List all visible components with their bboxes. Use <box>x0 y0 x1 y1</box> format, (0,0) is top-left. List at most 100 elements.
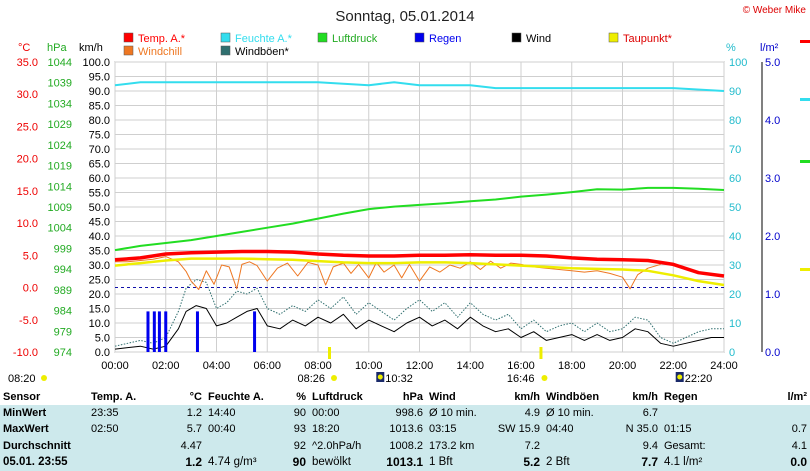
stats-header-row: Sensor Temp. A. °C Feuchte A. % Luftdruc… <box>0 389 810 406</box>
chart-title: Sonntag, 05.01.2014 <box>335 8 474 25</box>
rain-bar <box>195 311 199 352</box>
pressure-tick-label: 974 <box>54 347 72 359</box>
stats-cell <box>543 438 601 455</box>
legend-label: Regen <box>429 33 461 45</box>
stats-cell: 2 Bft <box>543 454 601 471</box>
pressure-tick-label: 1024 <box>48 140 72 152</box>
legend-label: Windchill <box>138 46 182 58</box>
legend-swatch <box>608 32 619 43</box>
right-edge-humidity-marker <box>800 98 810 101</box>
temp-tick-label: -5.0 <box>19 315 38 327</box>
prev-sunrise-label: 08:20 <box>8 373 36 385</box>
series-line-windb-en <box>114 279 724 347</box>
rain-tick-label: 3.0 <box>765 173 780 185</box>
stats-cell: 93 <box>267 421 309 439</box>
stats-cell <box>88 454 146 471</box>
legend-swatch <box>317 32 328 43</box>
x-tick-label: 06:00 <box>253 360 281 372</box>
stats-cell: 998.6 <box>367 405 426 422</box>
sunrise-label: 08:26 <box>297 373 325 385</box>
stats-cell: 03:15 <box>426 421 486 439</box>
x-tick-label: 24:00 <box>710 360 738 372</box>
humidity-tick-label: 10 <box>729 318 741 330</box>
x-tick-label: 22:00 <box>659 360 687 372</box>
stats-cell: 14:40 <box>205 405 267 422</box>
temp-unit-label: °C <box>18 42 30 54</box>
legend-swatch <box>414 32 425 43</box>
moonset-label: 22:20 <box>685 373 713 385</box>
x-tick-label: 16:00 <box>507 360 535 372</box>
stats-cell: Ø 10 min. <box>426 405 486 422</box>
stats-row-label: MaxWert <box>0 421 88 439</box>
moon-icon <box>377 374 383 380</box>
pressure-tick-label: 1034 <box>48 98 72 110</box>
stats-cell: 5.7 <box>146 421 205 439</box>
series-line-luftdruck <box>114 186 725 252</box>
wind-tick-label: 40.0 <box>89 231 110 243</box>
temp-tick-label: 20.0 <box>17 154 38 166</box>
pressure-tick-label: 1029 <box>48 119 72 131</box>
legend-label: Windböen* <box>235 46 290 58</box>
temp-tick-label: 0.0 <box>23 283 38 295</box>
pressure-tick-label: 1044 <box>48 57 72 69</box>
stats-row-min: MinWert 23:35 1.2 14:40 90 00:00 998.6 Ø… <box>0 405 810 422</box>
legend-label: Wind <box>526 33 551 45</box>
wind-tick-label: 25.0 <box>89 275 110 287</box>
x-tick-label: 02:00 <box>152 360 180 372</box>
stats-table: Sensor Temp. A. °C Feuchte A. % Luftdruc… <box>0 389 810 471</box>
legend-swatch <box>123 32 134 43</box>
stats-row-avg: Durchschnitt 4.47 92 ^2.0hPa/h 1008.2 17… <box>0 438 810 455</box>
rain-unit-label: l/m² <box>760 42 779 54</box>
stats-cell: 02:50 <box>88 421 146 439</box>
sunset-label: 16:46 <box>507 373 535 385</box>
wind-tick-label: 55.0 <box>89 188 110 200</box>
x-tick-label: 18:00 <box>558 360 586 372</box>
credit-label: © Weber Mike <box>743 5 807 16</box>
legend-swatch <box>123 45 134 56</box>
rain-bar <box>253 311 257 352</box>
rain-bar <box>152 311 156 352</box>
stats-header-sensor: Sensor <box>0 389 88 406</box>
legend-label: Taupunkt* <box>623 33 673 45</box>
stats-header-temp: Temp. A. <box>88 389 146 406</box>
stats-cell: SW 15.9 <box>486 421 543 439</box>
humidity-tick-label: 90 <box>729 86 741 98</box>
rain-bar <box>146 311 150 352</box>
pressure-unit-label: hPa <box>47 42 67 54</box>
stats-cell: 1.2 <box>146 454 205 471</box>
stats-cell <box>661 405 726 422</box>
stats-cell: 00:00 <box>309 405 367 422</box>
pressure-tick-label: 984 <box>54 306 72 318</box>
x-tick-label: 10:00 <box>355 360 383 372</box>
x-tick-label: 04:00 <box>203 360 231 372</box>
stats-cell: Ø 10 min. <box>543 405 601 422</box>
temp-tick-label: 25.0 <box>17 121 38 133</box>
stats-cell: 4.9 <box>486 405 543 422</box>
sunrise-marker <box>327 347 331 359</box>
wind-tick-label: 90.0 <box>89 86 110 98</box>
wind-tick-label: 50.0 <box>89 202 110 214</box>
rain-tick-label: 4.0 <box>765 115 780 127</box>
stats-cell: bewölkt <box>309 454 367 471</box>
humidity-tick-label: 70 <box>729 144 741 156</box>
stats-cell: 4.47 <box>146 438 205 455</box>
stats-cell: N 35.0 <box>601 421 661 439</box>
series-line-temp-a <box>114 249 725 278</box>
stats-cell: Gesamt: <box>661 438 726 455</box>
series-line-feuchte-a <box>114 81 725 92</box>
humidity-tick-label: 60 <box>729 173 741 185</box>
legend-swatch <box>511 32 522 43</box>
stats-header-temp-unit: °C <box>146 389 205 406</box>
x-tick-label: 20:00 <box>609 360 637 372</box>
series-layer <box>114 81 725 352</box>
stats-cell: 4.1 <box>726 438 810 455</box>
wind-tick-label: 0.0 <box>95 347 110 359</box>
temp-tick-label: 10.0 <box>17 218 38 230</box>
wind-tick-label: 30.0 <box>89 260 110 272</box>
stats-cell: 9.4 <box>601 438 661 455</box>
stats-cell <box>88 438 146 455</box>
stats-cell: 1.2 <box>146 405 205 422</box>
stats-cell: 23:35 <box>88 405 146 422</box>
stats-cell: 173.2 km <box>426 438 486 455</box>
stats-cell: 0.0 <box>726 454 810 471</box>
